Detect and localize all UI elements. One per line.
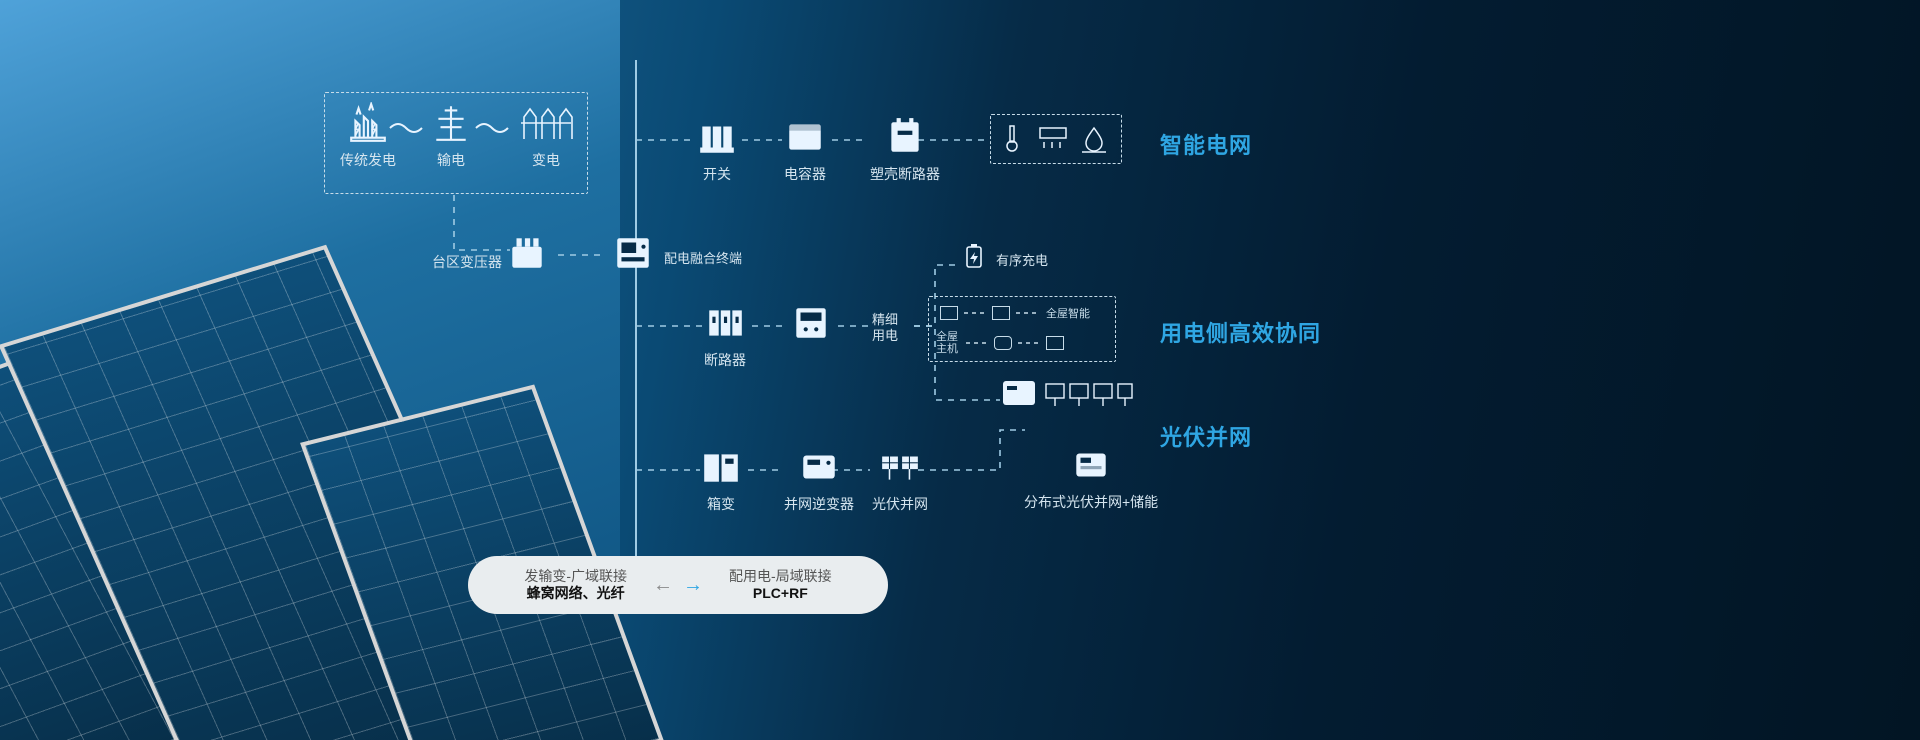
- inverter-small-icon: [1002, 380, 1036, 406]
- label: 箱变: [707, 494, 735, 514]
- node-breaker: 断路器: [704, 302, 746, 370]
- power-plant-icon: [347, 102, 389, 144]
- node-capacitor: 电容器: [784, 116, 826, 184]
- capacitor-icon: [784, 116, 826, 158]
- section-title-smartgrid: 智能电网: [1160, 128, 1252, 160]
- ess-icon: [1070, 444, 1112, 486]
- diagram-stage: 传统发电 输电 变电 台区变压器 配电融合终端 开关: [0, 0, 1920, 740]
- label: 塑壳断路器: [870, 164, 940, 184]
- box-substation-icon: [700, 446, 742, 488]
- arrow-right-icon: →: [683, 574, 703, 597]
- label: 有序充电: [996, 250, 1048, 269]
- node-pv-storage-small: [1002, 380, 1036, 406]
- circuit-breaker-icon: [704, 302, 746, 344]
- inverter-icon: [798, 446, 840, 488]
- node-ordered-charging: [960, 242, 988, 270]
- label: 全屋智能: [1046, 305, 1090, 321]
- powerline-icon: [474, 118, 514, 138]
- powerline-icon: [388, 118, 428, 138]
- terminal-icon: [612, 232, 654, 274]
- transformer-icon: [506, 232, 548, 274]
- label: 发输变-广域联接: [524, 568, 627, 586]
- mini-dash: [1018, 342, 1042, 344]
- label: 变电: [532, 150, 560, 170]
- meter-icon: [790, 302, 832, 344]
- breaker-icon: [884, 116, 926, 158]
- mini-dash: [1016, 312, 1040, 314]
- pill-arrows: ← →: [653, 574, 703, 597]
- node-substation: 变电: [516, 102, 576, 170]
- connectivity-pill: 发输变-广域联接 蜂窝网络、光纤 ← → 配用电-局域联接 PLC+RF: [468, 556, 888, 614]
- node-inverter: 并网逆变器: [784, 446, 854, 514]
- label: 分布式光伏并网+储能: [1024, 492, 1158, 512]
- label: 蜂窝网络、光纤: [524, 585, 627, 603]
- node-zone-transformer: 台区变压器: [506, 232, 548, 274]
- hub-mini-icon: [994, 336, 1012, 350]
- pv-array-icon: [879, 446, 921, 488]
- node-box-substation: 箱变: [700, 446, 742, 514]
- sensor-icons: [1000, 122, 1112, 156]
- node-switch: 开关: [696, 116, 738, 184]
- node-pv-tie: 光伏并网: [872, 446, 928, 514]
- node-mccb: 塑壳断路器: [870, 116, 940, 184]
- pv-array-icon: [1044, 382, 1134, 410]
- label: 断路器: [704, 350, 746, 370]
- pill-right: 配用电-局域联接 PLC+RF: [729, 568, 832, 603]
- fine-power-label: 精细 用电: [872, 312, 898, 343]
- label: 输电: [437, 150, 465, 170]
- label: 配电融合终端: [664, 248, 742, 267]
- battery-icon: [960, 242, 988, 270]
- panel-mini-icon: [1046, 336, 1064, 350]
- node-transmission: 输电: [430, 102, 472, 170]
- label: 并网逆变器: [784, 494, 854, 514]
- section-title-pv: 光伏并网: [1160, 420, 1252, 452]
- label: 全屋 主机: [936, 332, 958, 355]
- label: PLC+RF: [729, 585, 832, 603]
- pill-left: 发输变-广域联接 蜂窝网络、光纤: [524, 568, 627, 603]
- switch-icon: [696, 116, 738, 158]
- label: 用电: [872, 328, 898, 343]
- mini-dash: [964, 312, 988, 314]
- label: 电容器: [784, 164, 826, 184]
- arrow-left-icon: ←: [653, 574, 673, 597]
- node-distributed-ess: 分布式光伏并网+储能: [1024, 444, 1158, 512]
- section-title-demand: 用电侧高效协同: [1160, 316, 1321, 348]
- grid-mini-icon: [992, 306, 1010, 320]
- node-fusion-terminal: [612, 232, 654, 274]
- mini-dash: [966, 342, 990, 344]
- label: 配用电-局域联接: [729, 568, 832, 586]
- label: 开关: [703, 164, 731, 184]
- node-meter: [790, 302, 832, 344]
- label: 台区变压器: [432, 252, 502, 272]
- chart-mini-icon: [940, 306, 958, 320]
- label: 传统发电: [340, 150, 396, 170]
- transmission-tower-icon: [430, 102, 472, 144]
- label: 光伏并网: [872, 494, 928, 514]
- label: 精细: [872, 312, 898, 327]
- substation-icon: [516, 102, 576, 144]
